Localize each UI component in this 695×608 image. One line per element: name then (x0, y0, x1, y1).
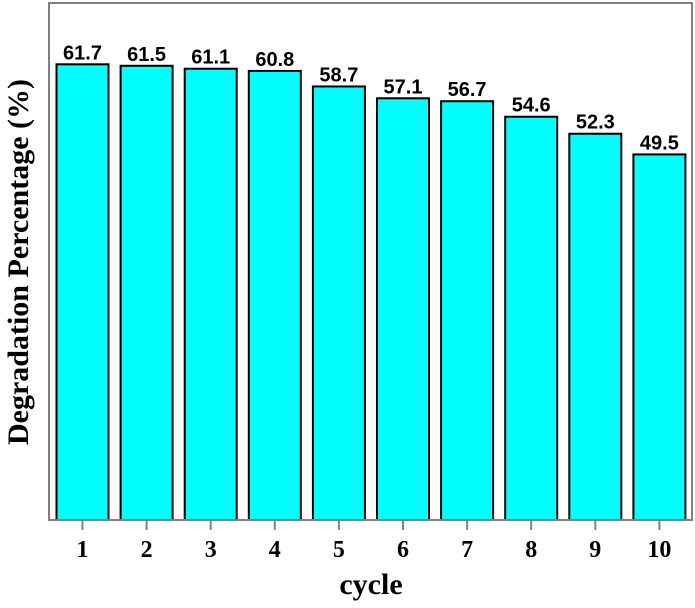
bar-cycle-8 (504, 115, 559, 522)
y-axis-label: Degradation Percentage (%) (2, 79, 35, 445)
x-tick-label: 5 (333, 537, 345, 563)
bar-cycle-6 (376, 97, 430, 521)
bar-cycle-5 (311, 85, 366, 522)
bar-cycle-1 (55, 63, 110, 522)
x-tick-label: 6 (397, 537, 409, 563)
bar-value-label: 57.1 (384, 76, 423, 98)
value-labels-group: 61.7 61.5 61.1 60.8 58.7 57.1 56.7 54.6 52.3 49.5 (63, 42, 679, 154)
bar-value-label: 54.6 (512, 95, 551, 117)
bar-value-label: 61.5 (127, 44, 166, 66)
bar-value-label: 58.7 (319, 64, 358, 86)
x-tick-label: 7 (461, 537, 473, 563)
x-ticks-group (81, 520, 661, 530)
x-axis-label: cycle (339, 568, 402, 601)
bars-group (55, 63, 687, 522)
x-tick-label: 2 (141, 537, 153, 563)
x-tick-label: 10 (647, 537, 671, 563)
x-tick-label: 4 (269, 537, 281, 563)
x-tick-label: 8 (525, 537, 537, 563)
bar-value-label: 60.8 (255, 49, 294, 71)
bar-value-label: 61.1 (191, 47, 230, 69)
bar-value-label: 56.7 (448, 79, 487, 101)
bar-cycle-9 (568, 132, 623, 521)
plot-frame (48, 2, 693, 521)
bar-cycle-2 (119, 64, 174, 522)
x-tick-label: 1 (77, 537, 89, 563)
bar-value-label: 61.7 (63, 42, 102, 64)
x-tick-label: 3 (205, 537, 217, 563)
bar-cycle-10 (632, 153, 687, 522)
bar-cycle-3 (183, 67, 238, 522)
bar-value-label: 52.3 (576, 112, 615, 134)
x-tick-labels-group: 1 2 3 4 5 6 7 8 9 10 (77, 537, 672, 563)
bar-value-label: 49.5 (640, 132, 679, 154)
bar-cycle-7 (440, 100, 495, 521)
x-tick-label: 9 (589, 537, 601, 563)
bar-cycle-4 (247, 69, 302, 521)
